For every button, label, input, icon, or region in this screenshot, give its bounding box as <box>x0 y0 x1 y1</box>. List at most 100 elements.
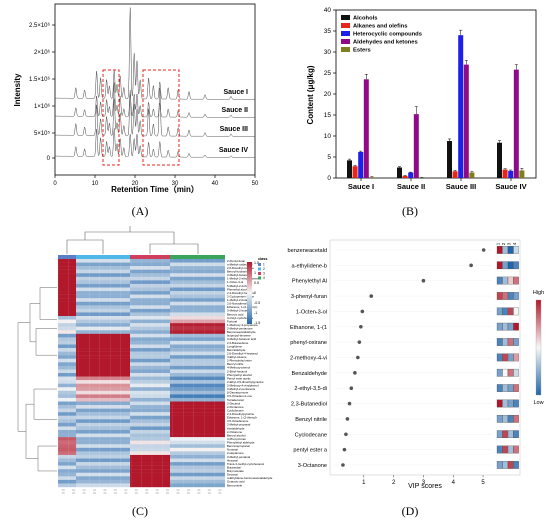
vip-point <box>369 294 373 298</box>
vip-point <box>349 386 353 390</box>
color-legend-tick: -1 <box>254 311 257 315</box>
vip-cell <box>503 430 508 437</box>
heatmap-cell <box>58 334 76 338</box>
bar <box>497 143 502 178</box>
heatmap-cell <box>76 473 130 477</box>
vip-cell <box>497 308 502 315</box>
compound-label: 3-phenyl-furan <box>291 294 327 300</box>
compound-label: pentyl ester a <box>293 448 327 454</box>
heatmap-cell <box>58 320 76 324</box>
class-bar-segment <box>58 255 76 259</box>
compound-label: Phenylethyl Al <box>292 279 327 285</box>
heatmap-cell <box>76 426 130 430</box>
heatmap-cell <box>76 337 130 341</box>
heatmap-cell <box>58 316 76 320</box>
heatmap-cell <box>130 398 170 402</box>
x-tick-label: 4 <box>452 480 456 486</box>
heatmap-cell <box>76 359 130 363</box>
x-tick-label: 0 <box>53 181 57 187</box>
color-legend-tick: -1.5 <box>254 321 260 325</box>
heatmap-cell <box>130 466 170 470</box>
heatmap-cell <box>76 259 130 263</box>
heatmap-cell <box>76 273 130 277</box>
dendrogram-branch <box>67 240 103 254</box>
heatmap-cell <box>130 434 170 438</box>
panel-a-ylabel: Intensity <box>13 73 22 106</box>
compound-label: 3-Octanone <box>298 463 327 469</box>
legend-label: Heterocyclic compounds <box>353 32 422 38</box>
heatmap-cell <box>130 270 170 274</box>
x-tick-label: 5 <box>481 480 485 486</box>
heatmap-cell <box>170 384 225 388</box>
heatmap-cell <box>130 451 170 455</box>
bar <box>519 170 524 178</box>
heatmap-cell <box>130 323 170 327</box>
vip-cell <box>503 354 508 361</box>
heatmap-cell <box>58 266 76 270</box>
heatmap-cell <box>76 459 130 463</box>
heatmap-cell <box>58 352 76 356</box>
vip-cell <box>514 446 519 453</box>
class-legend-label: 4 <box>263 276 265 280</box>
heatmap-cell <box>170 337 225 341</box>
heatmap-cell <box>76 412 130 416</box>
heatmap-cell <box>58 345 76 349</box>
bar <box>353 166 358 178</box>
class-bar-segment <box>76 255 130 259</box>
vip-cell <box>503 262 508 269</box>
heatmap-cell <box>58 419 76 423</box>
bar <box>447 141 452 178</box>
vip-cell <box>514 430 519 437</box>
heatmap-cell <box>58 402 76 406</box>
dendrogram-branch <box>150 244 198 254</box>
vip-cell <box>503 384 508 391</box>
bar <box>358 152 363 178</box>
heatmap-cell <box>58 394 76 398</box>
heatmap-cell <box>76 402 130 406</box>
heatmap-cell <box>130 366 170 370</box>
heatmap-cell <box>58 373 76 377</box>
heatmap-cell <box>130 412 170 416</box>
row-label: Benzonitrile <box>227 483 242 487</box>
heatmap-cell <box>76 345 130 349</box>
compound-label: Cyclodecane <box>295 432 327 438</box>
heatmap-cell <box>130 312 170 316</box>
heatmap-cell <box>58 437 76 441</box>
heatmap-cell <box>170 316 225 320</box>
legend-swatch <box>341 23 350 28</box>
heatmap-cell <box>130 273 170 277</box>
series-label: Sauce II <box>222 107 249 114</box>
heatmap-cell <box>130 483 170 487</box>
heatmap-cell <box>130 341 170 345</box>
class-legend-label: 2 <box>263 267 265 271</box>
vip-cell <box>497 400 502 407</box>
heatmap-cell <box>58 380 76 384</box>
heatmap-cell <box>130 455 170 459</box>
y-tick-label: 25 <box>324 70 332 77</box>
class-legend-label: 1 <box>263 263 265 267</box>
y-tick-label: 35 <box>324 28 332 35</box>
heatmap-cell <box>58 270 76 274</box>
heatmap-cell <box>58 366 76 370</box>
heatmap-cell <box>58 330 76 334</box>
heatmap-cell <box>76 466 130 470</box>
dendrogram-branch <box>85 232 174 244</box>
heatmap-cell <box>58 302 76 306</box>
y-tick-label: 1.5×10⁶ <box>29 76 51 83</box>
dendrogram-branch <box>40 288 50 320</box>
heatmap-cell <box>58 348 76 352</box>
heatmap-cell <box>130 330 170 334</box>
panel-b-letter: (B) <box>402 204 418 218</box>
legend-swatch <box>341 47 350 52</box>
heatmap-cell <box>58 284 76 288</box>
legend-swatch <box>341 31 350 36</box>
vip-cell <box>503 369 508 376</box>
vip-cell <box>514 400 519 407</box>
vip-cell <box>497 277 502 284</box>
vip-cell <box>497 354 502 361</box>
heatmap-cell <box>170 476 225 480</box>
heatmap-cell <box>130 430 170 434</box>
heatmap-cell <box>170 355 225 359</box>
